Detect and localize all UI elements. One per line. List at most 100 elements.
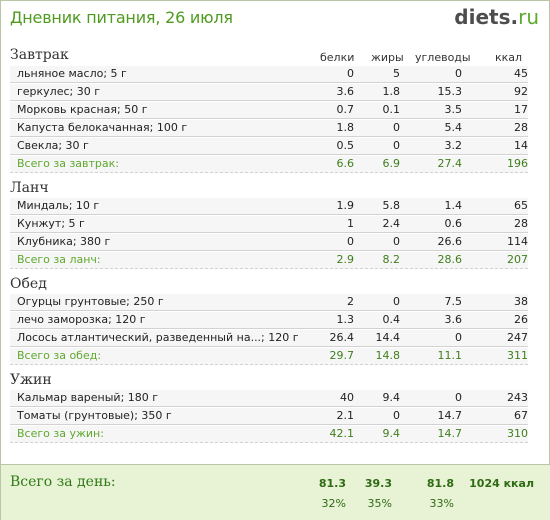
carbs-total: 27.4 — [437, 157, 463, 170]
meal-total-label: Всего за завтрак: — [17, 157, 120, 170]
carbs-total: 28.6 — [437, 253, 463, 266]
kcal-total: 311 — [507, 349, 528, 362]
protein-value: 0 — [347, 235, 354, 248]
day-carbs-total: 81.8 — [426, 477, 454, 490]
kcal-total: 207 — [507, 253, 528, 266]
table-row: Морковь красная; 50 г 0.7 0.1 3.5 17 — [10, 102, 528, 119]
protein-value: 0 — [347, 67, 354, 80]
carbs-total: 14.7 — [437, 427, 463, 440]
food-name: Миндаль; 10 г — [17, 199, 100, 212]
table-row: лечо заморозка; 120 г 1.3 0.4 3.6 26 — [10, 312, 528, 329]
protein-value: 3.6 — [336, 85, 355, 98]
fat-total: 14.8 — [375, 349, 401, 362]
protein-value: 2 — [347, 295, 354, 308]
food-name: Лосось атлантический, разведенный на...;… — [17, 331, 299, 344]
fat-value: 0.1 — [382, 103, 401, 116]
site-logo[interactable]: diets.ru — [454, 5, 539, 29]
kcal-value: 92 — [514, 85, 528, 98]
day-carbs-percent: 33% — [429, 497, 454, 510]
fat-value: 5 — [393, 67, 400, 80]
meal-title-lunch: Ланч — [10, 180, 49, 196]
carbs-value: 3.5 — [444, 103, 463, 116]
protein-value: 40 — [340, 391, 354, 404]
kcal-total: 196 — [507, 157, 528, 170]
carbs-value: 7.5 — [444, 295, 463, 308]
food-name: лечо заморозка; 120 г — [17, 313, 146, 326]
fat-value: 0 — [393, 295, 400, 308]
table-row: Огурцы грунтовые; 250 г 2 0 7.5 38 — [10, 294, 528, 311]
kcal-value: 65 — [514, 199, 528, 212]
protein-value: 1 — [347, 217, 354, 230]
day-fat-percent: 35% — [367, 497, 392, 510]
column-header-protein: белки — [320, 51, 355, 64]
carbs-value: 14.7 — [437, 409, 463, 422]
table-row: Клубника; 380 г 0 0 26.6 114 — [10, 234, 528, 251]
fat-total: 9.4 — [382, 427, 401, 440]
carbs-value: 0 — [455, 331, 462, 344]
fat-total: 6.9 — [382, 157, 401, 170]
protein-total: 6.6 — [336, 157, 355, 170]
meal-title-supper: Ужин — [10, 372, 52, 388]
protein-value: 0.7 — [336, 103, 355, 116]
meal-total-label: Всего за ужин: — [17, 427, 104, 440]
fat-value: 5.8 — [382, 199, 401, 212]
day-protein-percent: 32% — [321, 497, 346, 510]
meal-total-row: Всего за обед: 29.7 14.8 11.1 311 — [10, 348, 528, 365]
logo-tld: ru — [518, 5, 539, 29]
fat-value: 9.4 — [382, 391, 401, 404]
kcal-value: 243 — [507, 391, 528, 404]
fat-value: 0 — [393, 121, 400, 134]
carbs-value: 26.6 — [437, 235, 463, 248]
food-name: Кальмар вареный; 180 г — [17, 391, 159, 404]
table-row: Кунжут; 5 г 1 2.4 0.6 28 — [10, 216, 528, 233]
carbs-value: 5.4 — [444, 121, 463, 134]
meal-title-dinner: Обед — [10, 276, 47, 292]
logo-name: diets — [454, 5, 511, 29]
table-row: Миндаль; 10 г 1.9 5.8 1.4 65 — [10, 198, 528, 215]
carbs-value: 3.6 — [444, 313, 463, 326]
meal-total-row: Всего за завтрак: 6.6 6.9 27.4 196 — [10, 156, 528, 173]
protein-total: 2.9 — [336, 253, 355, 266]
fat-value: 2.4 — [382, 217, 401, 230]
table-row: геркулес; 30 г 3.6 1.8 15.3 92 — [10, 84, 528, 101]
protein-value: 1.8 — [336, 121, 355, 134]
column-header-kcal: ккал — [495, 51, 523, 64]
carbs-total: 11.1 — [437, 349, 463, 362]
table-row: Томаты (грунтовые); 350 г 2.1 0 14.7 67 — [10, 408, 528, 425]
protein-value: 2.1 — [336, 409, 355, 422]
protein-total: 42.1 — [329, 427, 355, 440]
food-name: Морковь красная; 50 г — [17, 103, 148, 116]
column-header-fat: жиры — [371, 51, 404, 64]
meal-total-row: Всего за ланч: 2.9 8.2 28.6 207 — [10, 252, 528, 269]
kcal-value: 45 — [514, 67, 528, 80]
food-name: геркулес; 30 г — [17, 85, 101, 98]
carbs-value: 0 — [455, 391, 462, 404]
column-header-carbs: углеводы — [415, 51, 471, 64]
kcal-value: 247 — [507, 331, 528, 344]
food-name: Томаты (грунтовые); 350 г — [17, 409, 172, 422]
table-row: Кальмар вареный; 180 г 40 9.4 0 243 — [10, 390, 528, 407]
kcal-value: 14 — [514, 139, 528, 152]
kcal-value: 67 — [514, 409, 528, 422]
table-row: льняное масло; 5 г 0 5 0 45 — [10, 66, 528, 83]
protein-value: 26.4 — [329, 331, 355, 344]
food-name: Капуста белокачанная; 100 г — [17, 121, 188, 134]
page-title: Дневник питания, 26 июля — [10, 8, 233, 27]
kcal-value: 28 — [514, 217, 528, 230]
carbs-value: 3.2 — [444, 139, 463, 152]
fat-value: 0 — [393, 409, 400, 422]
meal-total-label: Всего за ланч: — [17, 253, 101, 266]
kcal-value: 26 — [514, 313, 528, 326]
carbs-value: 0 — [455, 67, 462, 80]
meal-total-label: Всего за обед: — [17, 349, 102, 362]
fat-value: 0 — [393, 139, 400, 152]
fat-value: 0 — [393, 235, 400, 248]
fat-total: 8.2 — [382, 253, 401, 266]
meal-title-breakfast: Завтрак — [10, 47, 69, 63]
kcal-value: 38 — [514, 295, 528, 308]
day-kcal-total: 1024 ккал — [469, 477, 534, 490]
protein-total: 29.7 — [329, 349, 355, 362]
protein-value: 1.3 — [336, 313, 355, 326]
table-row: Лосось атлантический, разведенный на...;… — [10, 330, 528, 347]
kcal-total: 310 — [507, 427, 528, 440]
